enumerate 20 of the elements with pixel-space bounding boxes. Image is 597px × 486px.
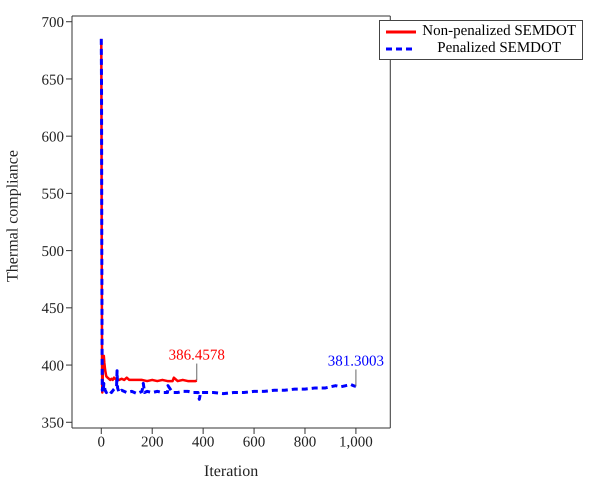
y-tick-label: 550: [42, 186, 64, 203]
legend-label: Penalized SEMDOT: [436, 40, 562, 57]
x-tick-label: 400: [192, 434, 214, 451]
legend-label: Non-penalized SEMDOT: [422, 23, 576, 40]
y-tick-label: 350: [42, 416, 64, 432]
x-axis-title: Iteration: [204, 463, 258, 480]
x-tick-label: 200: [140, 434, 164, 451]
y-tick-label: 650: [42, 72, 64, 88]
x-tick-label: 0: [98, 434, 106, 451]
y-tick-label: 400: [42, 358, 64, 374]
annotation: 386.4578: [168, 348, 225, 364]
y-tick-label: 450: [42, 301, 64, 318]
y-tick-label: 700: [42, 15, 64, 32]
x-tick-label: 1,000: [339, 434, 373, 451]
x-tick-label: 600: [242, 434, 266, 451]
y-axis-title: Thermal compliance: [4, 150, 22, 282]
x-tick-label: 800: [294, 434, 316, 451]
y-tick-label: 500: [42, 244, 64, 260]
annotation: 381.3003: [328, 353, 384, 370]
y-tick-label: 600: [42, 129, 64, 146]
